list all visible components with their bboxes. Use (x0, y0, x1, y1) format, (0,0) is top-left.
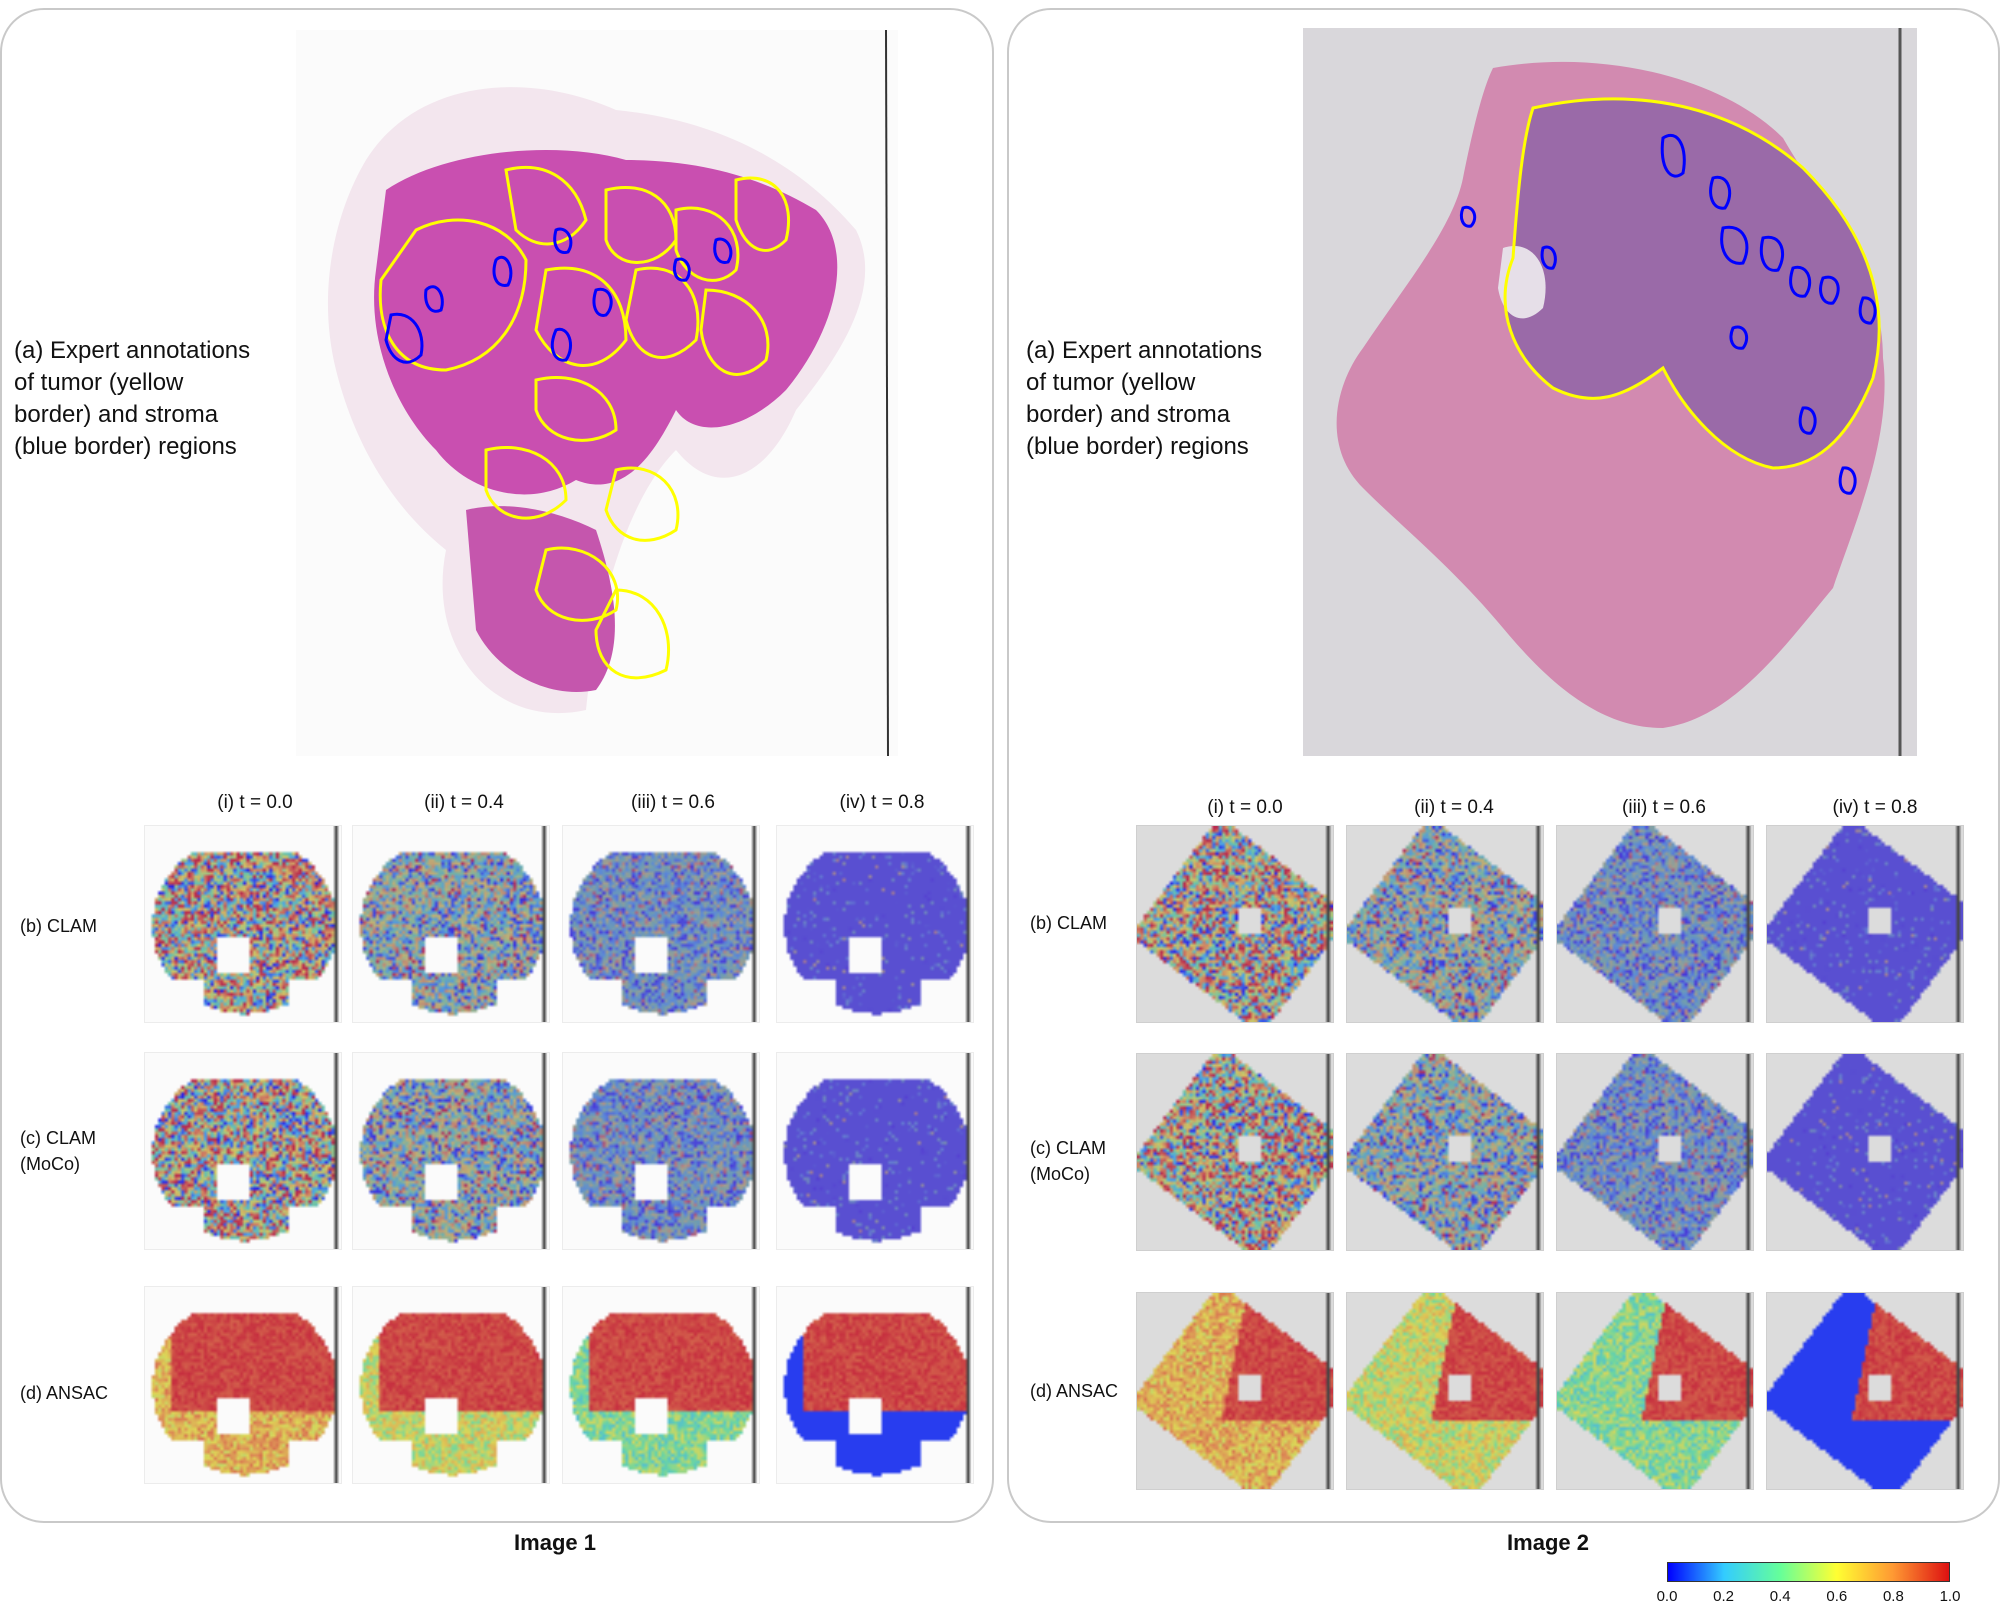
col-header-1-2: (iii) t = 0.6 (631, 792, 715, 813)
heatmap-thumbnail (1556, 1053, 1754, 1251)
heatmap-canvas (145, 1287, 341, 1483)
colorbar-tick: 0.0 (1656, 1588, 1678, 1605)
heatmap-canvas (1347, 1293, 1543, 1489)
annotated-slide-2 (1303, 28, 1917, 756)
heatmap-canvas (1137, 1293, 1333, 1489)
heatmap-canvas (1767, 826, 1963, 1022)
annotated-slide-1 (296, 30, 898, 756)
row-label-1-2: (d) ANSAC (20, 1383, 109, 1403)
heatmap-thumbnail (144, 1052, 342, 1250)
heatmap-canvas (1767, 1293, 1963, 1489)
image-2-title: Image 2 (1507, 1530, 1589, 1555)
heatmap-canvas (145, 826, 341, 1022)
heatmap-thumbnail (1136, 825, 1334, 1023)
heatmap-canvas (563, 826, 759, 1022)
colorbar-tick: 0.8 (1882, 1588, 1904, 1605)
heatmap-thumbnail (352, 1286, 550, 1484)
heatmap-thumbnail (562, 825, 760, 1023)
heatmap-thumbnail (562, 1286, 760, 1484)
row-label-2-1: (c) CLAM (MoCo) (1030, 1138, 1106, 1184)
colorbar-tick: 0.4 (1769, 1588, 1791, 1605)
slide-2-drawing (1336, 28, 1902, 756)
heatmap-thumbnail (1556, 1292, 1754, 1490)
heatmap-canvas (1557, 1054, 1753, 1250)
heatmap-canvas (353, 826, 549, 1022)
heatmap-thumbnail (776, 1052, 974, 1250)
col-header-2-0: (i) t = 0.0 (1207, 797, 1283, 818)
colorbar-tick: 0.2 (1713, 1588, 1735, 1605)
row-label-2-2: (d) ANSAC (1030, 1381, 1119, 1401)
heatmap-thumbnail (1136, 1292, 1334, 1490)
row-label-1-0: (b) CLAM (20, 916, 98, 936)
heatmap-thumbnail (562, 1052, 760, 1250)
col-header-2-3: (iv) t = 0.8 (1832, 797, 1918, 818)
heatmap-canvas (777, 1053, 973, 1249)
heatmap-canvas (1767, 1054, 1963, 1250)
row-label-1-1: (c) CLAM (MoCo) (20, 1128, 96, 1174)
heatmap-thumbnail (1766, 1292, 1964, 1490)
heatmap-thumbnail (776, 1286, 974, 1484)
heatmap-canvas (1557, 1293, 1753, 1489)
colorbar-tick: 1.0 (1939, 1588, 1961, 1605)
annotation-caption-2: (a) Expert annotations of tumor (yellow … (1026, 337, 1263, 460)
heatmap-canvas (1347, 1054, 1543, 1250)
col-header-1-0: (i) t = 0.0 (217, 792, 293, 813)
heatmap-canvas (777, 826, 973, 1022)
heatmap-thumbnail (1766, 825, 1964, 1023)
heatmap-thumbnail (144, 1286, 342, 1484)
heatmap-thumbnail (776, 825, 974, 1023)
heatmap-thumbnail (144, 825, 342, 1023)
colorbar-tick: 0.6 (1826, 1588, 1848, 1605)
image-1-title: Image 1 (514, 1530, 596, 1555)
annotation-caption-1: (a) Expert annotations of tumor (yellow … (14, 337, 251, 460)
heatmap-thumbnail (1556, 825, 1754, 1023)
slide-1-drawing (327, 30, 889, 756)
heatmap-thumbnail (1346, 1053, 1544, 1251)
col-header-1-3: (iv) t = 0.8 (839, 792, 925, 813)
heatmap-thumbnail (1136, 1053, 1334, 1251)
heatmap-thumbnail (1766, 1053, 1964, 1251)
heatmap-canvas (353, 1053, 549, 1249)
heatmap-canvas (1137, 826, 1333, 1022)
heatmap-canvas (145, 1053, 341, 1249)
heatmap-canvas (563, 1287, 759, 1483)
heatmap-thumbnail (1346, 1292, 1544, 1490)
heatmap-thumbnail (1346, 825, 1544, 1023)
row-label-2-0: (b) CLAM (1030, 913, 1108, 933)
col-header-2-2: (iii) t = 0.6 (1622, 797, 1706, 818)
heatmap-canvas (1557, 826, 1753, 1022)
heatmap-canvas (563, 1053, 759, 1249)
heatmap-thumbnail (352, 1052, 550, 1250)
heatmap-canvas (1347, 826, 1543, 1022)
col-header-2-1: (ii) t = 0.4 (1414, 797, 1494, 818)
col-header-1-1: (ii) t = 0.4 (424, 792, 504, 813)
heatmap-thumbnail (352, 825, 550, 1023)
heatmap-canvas (353, 1287, 549, 1483)
heatmap-canvas (1137, 1054, 1333, 1250)
attention-colorbar (1667, 1562, 1950, 1582)
heatmap-canvas (777, 1287, 973, 1483)
